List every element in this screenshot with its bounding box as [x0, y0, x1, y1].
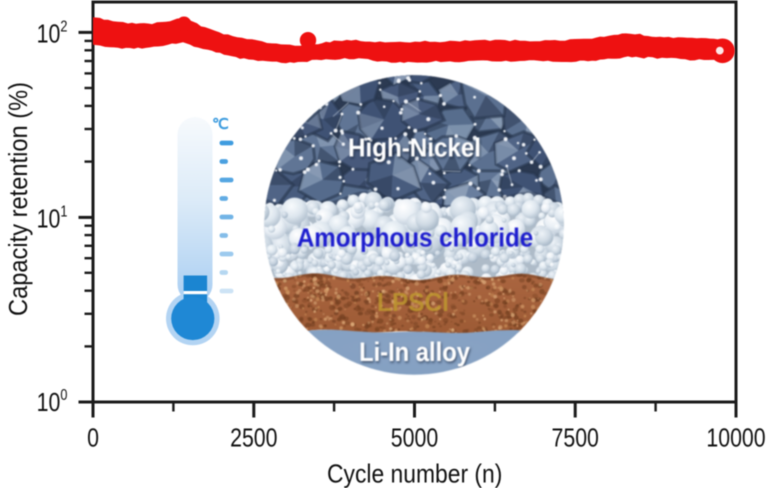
svg-text:102: 102 [37, 18, 68, 49]
svg-text:High-Nickel: High-Nickel [348, 134, 481, 163]
svg-text:7500: 7500 [551, 424, 598, 454]
svg-text:LPSCl: LPSCl [377, 288, 449, 317]
svg-text:100: 100 [37, 387, 68, 418]
svg-text:℃: ℃ [212, 116, 229, 133]
svg-text:Capacity retention (%): Capacity retention (%) [5, 82, 33, 316]
svg-text:Li-In alloy: Li-In alloy [359, 338, 470, 368]
svg-text:2500: 2500 [230, 424, 277, 454]
svg-text:101: 101 [37, 203, 68, 234]
svg-text:0: 0 [87, 424, 99, 454]
svg-text:Cycle number (n): Cycle number (n) [327, 460, 502, 488]
svg-text:5000: 5000 [391, 424, 438, 454]
svg-text:Amorphous chloride: Amorphous chloride [297, 224, 533, 253]
svg-text:10000: 10000 [706, 424, 765, 454]
